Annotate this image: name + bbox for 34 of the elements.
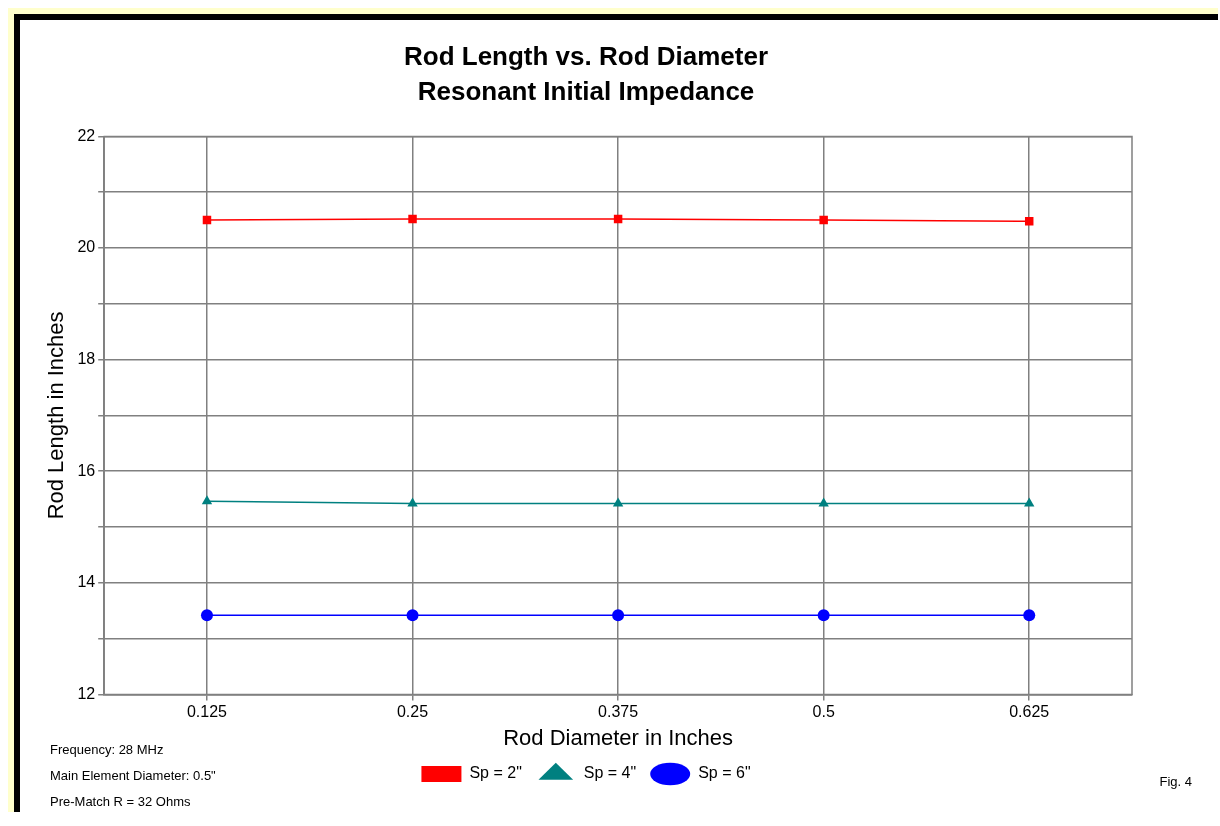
legend-label: Sp = 4" [583,764,637,782]
point [200,609,213,622]
y-tick-label: 20 [77,238,96,256]
point [408,214,417,224]
chart-title: Rod Length vs. Rod Diameter [403,40,769,71]
point [612,497,624,507]
y-axis-title: Rod Length in Inches [43,311,69,520]
legend-label: Sp = 6" [698,764,751,782]
text: Main Element Diameter: 0.5" [50,767,217,783]
chart-subtitle: Resonant Initial Impedance [417,75,755,106]
x-tick-label: 0.375 [598,703,639,721]
y-tick-label: 16 [77,461,96,479]
x-tick-label: 0.5 [812,703,835,721]
point [1024,497,1035,507]
y-tick-label: 12 [77,684,96,702]
x-tick-label: 0.25 [396,703,429,721]
point [818,497,829,507]
y-tick-label: 22 [77,126,96,144]
point [201,495,213,505]
caption: Fig. 4 [1159,773,1192,789]
point [612,609,625,622]
point [819,215,828,225]
x-tick-label: 0.125 [186,703,228,721]
point [406,609,419,622]
y-tick-label: 14 [77,573,96,591]
point [407,497,418,507]
point [817,609,830,622]
text: Pre-Match R = 32 Ohms [50,793,192,809]
text: Frequency: 28 MHz [50,741,164,757]
x-tick-label: 0.625 [1009,703,1050,721]
legend-label: Sp = 2" [469,764,522,782]
y-tick-label: 18 [77,350,96,368]
point [1023,609,1036,622]
x-axis-title: Rod Diameter in Inches [503,724,734,750]
